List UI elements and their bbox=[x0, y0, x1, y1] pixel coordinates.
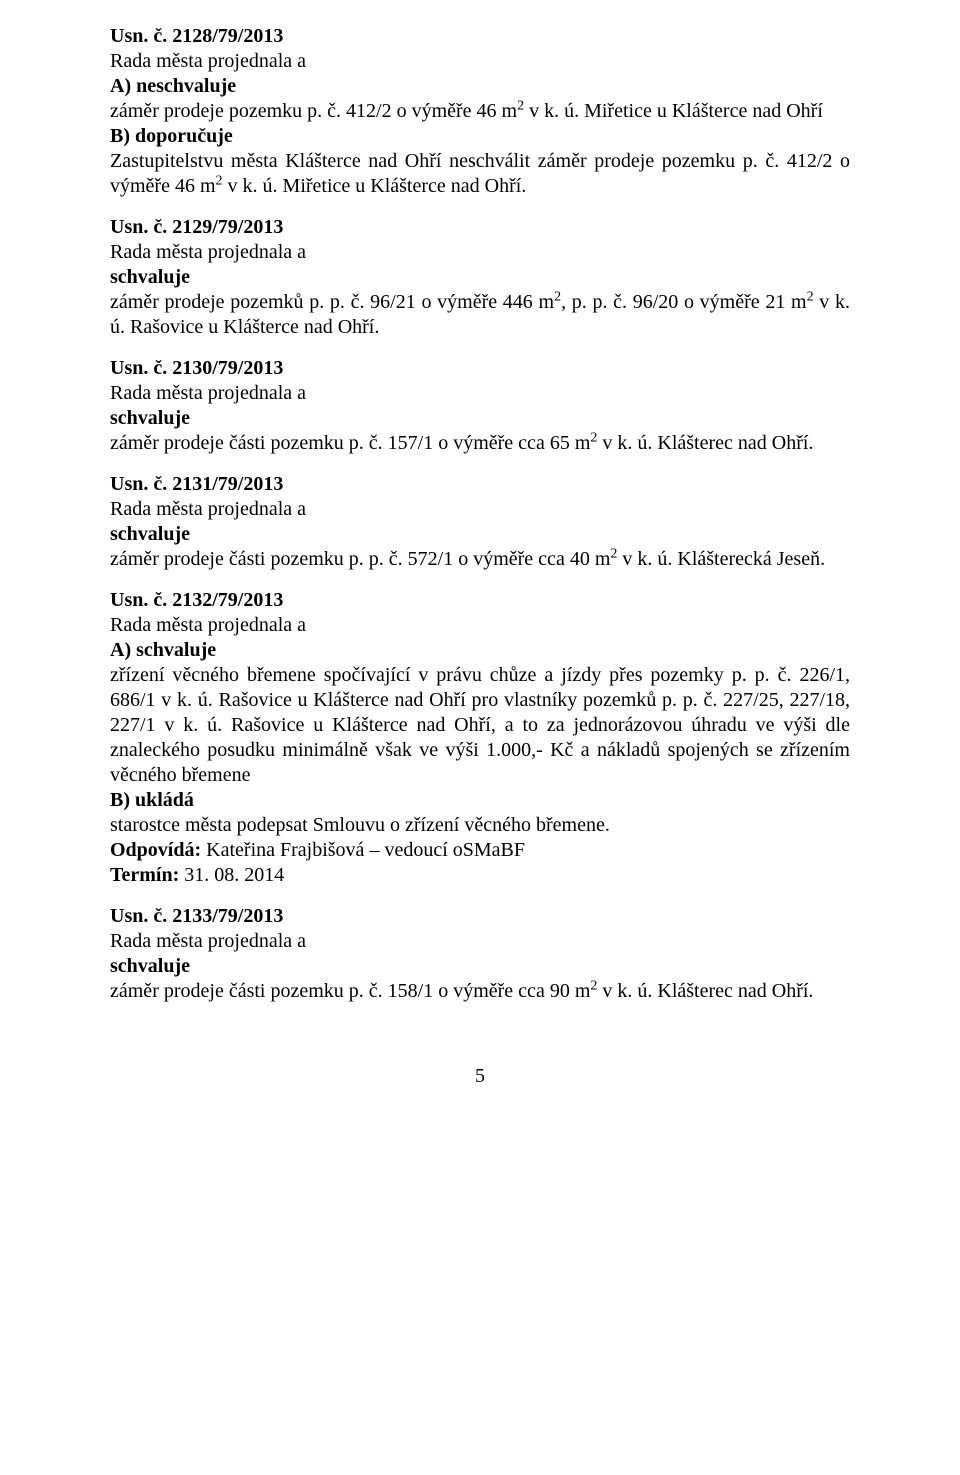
resolution-heading: Usn. č. 2133/79/2013 bbox=[110, 904, 850, 929]
resolution-heading: Usn. č. 2128/79/2013 bbox=[110, 24, 850, 49]
resolution-line: A) schvaluje bbox=[110, 638, 850, 663]
page-number: 5 bbox=[110, 1064, 850, 1089]
resolution-line: záměr prodeje části pozemku p. p. č. 572… bbox=[110, 547, 850, 572]
resolution-heading: Usn. č. 2130/79/2013 bbox=[110, 356, 850, 381]
resolution-line: A) neschvaluje bbox=[110, 74, 850, 99]
resolution-line: schvaluje bbox=[110, 522, 850, 547]
resolution-line: Rada města projednala a bbox=[110, 497, 850, 522]
resolution-line: Termín: 31. 08. 2014 bbox=[110, 863, 850, 888]
resolution-line: schvaluje bbox=[110, 265, 850, 290]
resolution-line: zřízení věcného břemene spočívající v pr… bbox=[110, 663, 850, 788]
resolution-line: B) ukládá bbox=[110, 788, 850, 813]
resolution-line: záměr prodeje pozemku p. č. 412/2 o výmě… bbox=[110, 99, 850, 124]
resolution-line: Odpovídá: Kateřina Frajbišová – vedoucí … bbox=[110, 838, 850, 863]
document-body: Usn. č. 2128/79/2013Rada města projednal… bbox=[110, 24, 850, 1004]
resolution-line: schvaluje bbox=[110, 954, 850, 979]
resolution-heading: Usn. č. 2129/79/2013 bbox=[110, 215, 850, 240]
resolution-line: B) doporučuje bbox=[110, 124, 850, 149]
resolution-line: Rada města projednala a bbox=[110, 49, 850, 74]
resolution-line: Rada města projednala a bbox=[110, 381, 850, 406]
resolution-line: záměr prodeje části pozemku p. č. 158/1 … bbox=[110, 979, 850, 1004]
resolution-line: starostce města podepsat Smlouvu o zříze… bbox=[110, 813, 850, 838]
resolution-line: Rada města projednala a bbox=[110, 929, 850, 954]
resolution-line: záměr prodeje části pozemku p. č. 157/1 … bbox=[110, 431, 850, 456]
resolution-line: záměr prodeje pozemků p. p. č. 96/21 o v… bbox=[110, 290, 850, 340]
resolution-line: Rada města projednala a bbox=[110, 613, 850, 638]
resolution-line: Zastupitelstvu města Klášterce nad Ohří … bbox=[110, 149, 850, 199]
resolution-line: schvaluje bbox=[110, 406, 850, 431]
resolution-heading: Usn. č. 2131/79/2013 bbox=[110, 472, 850, 497]
resolution-line: Rada města projednala a bbox=[110, 240, 850, 265]
resolution-heading: Usn. č. 2132/79/2013 bbox=[110, 588, 850, 613]
